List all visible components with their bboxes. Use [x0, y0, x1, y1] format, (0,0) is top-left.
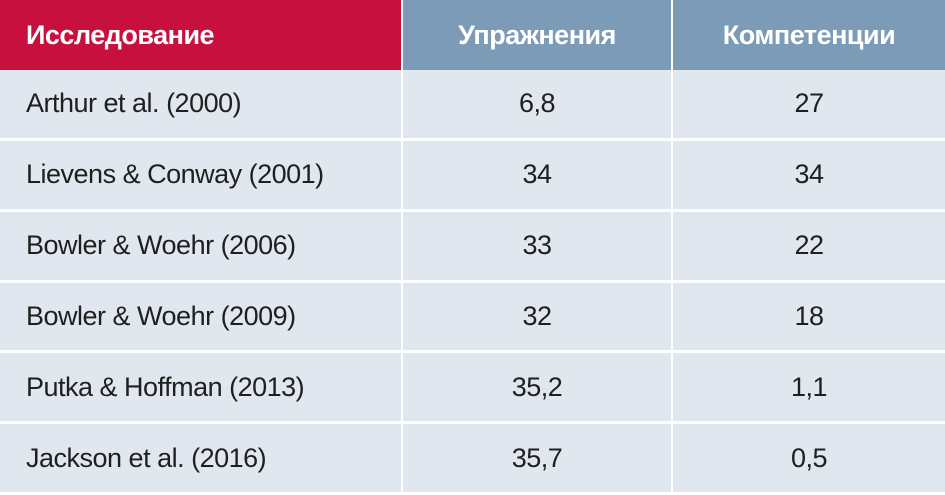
value-cell: 1,1 — [673, 353, 945, 425]
value-cell: 22 — [673, 211, 945, 283]
value-cell: 35,7 — [403, 424, 673, 495]
value-cell: 34 — [403, 140, 673, 212]
value-cell: 6,8 — [403, 70, 673, 141]
header-cell: Упражнения — [403, 0, 673, 70]
value-cell: 34 — [673, 140, 945, 212]
header-cell: Компетенции — [673, 0, 945, 70]
study-cell: Putka & Hoffman (2013) — [0, 353, 403, 425]
value-cell: 35,2 — [403, 353, 673, 425]
study-cell: Jackson et al. (2016) — [0, 424, 403, 495]
study-cell: Bowler & Woehr (2009) — [0, 282, 403, 354]
study-cell: Arthur et al. (2000) — [0, 70, 403, 141]
study-cell: Lievens & Conway (2001) — [0, 140, 403, 212]
value-cell: 27 — [673, 70, 945, 141]
value-cell: 33 — [403, 211, 673, 283]
study-cell: Bowler & Woehr (2006) — [0, 211, 403, 283]
value-cell: 18 — [673, 282, 945, 354]
value-cell: 32 — [403, 282, 673, 354]
value-cell: 0,5 — [673, 424, 945, 495]
header-cell: Исследование — [0, 0, 403, 70]
